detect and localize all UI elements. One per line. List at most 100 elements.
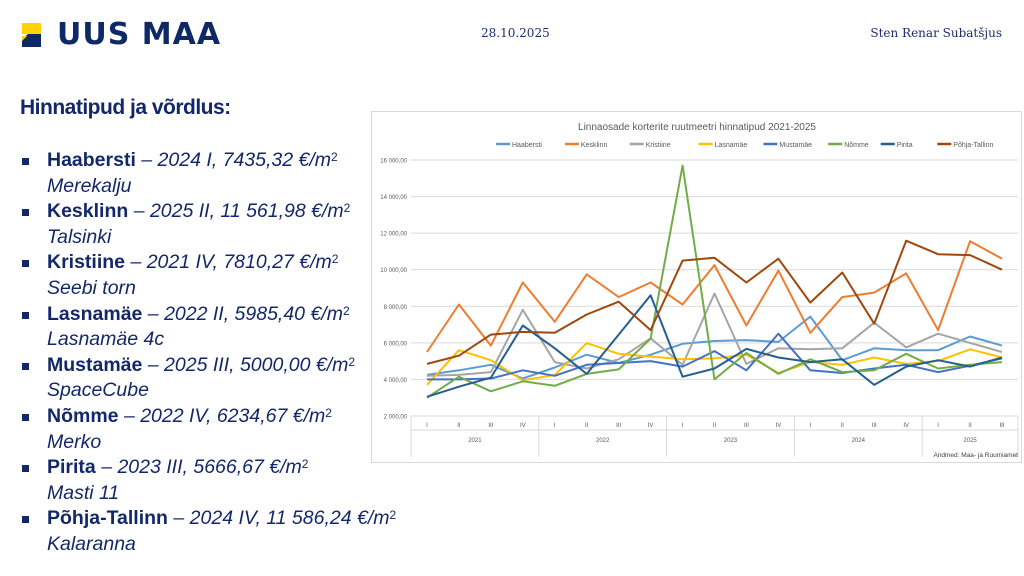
x-tick-label: III (744, 423, 749, 429)
unit-superscript: 2 (301, 457, 309, 472)
y-tick-label: 10 000,00 (380, 268, 407, 274)
unit-superscript: 2 (331, 252, 339, 267)
series-line-kristiine (426, 292, 1003, 377)
legend-label: Mustamäe (779, 142, 812, 149)
x-tick-label: I (937, 423, 939, 429)
peak-detail: – 2025 III, 5000,00 €/m (142, 353, 349, 376)
project-name: Seebi torn (47, 276, 136, 299)
x-tick-label: III (616, 423, 621, 429)
bullet-icon (22, 362, 29, 370)
x-tick-label: IV (520, 423, 526, 429)
x-tick-label: II (713, 423, 717, 429)
bullet-icon (22, 158, 29, 165)
unit-superscript: 2 (342, 303, 350, 318)
district-name: Kesklinn (47, 200, 129, 223)
x-tick-label: II (585, 423, 589, 429)
project-name: Lasnamäe 4c (47, 328, 165, 351)
list-item: Põhja-Tallinn – 2024 IV, 11 586,24 €/m2 K… (20, 506, 396, 557)
list-item: Haabersti – 2024 I, 7435,32 €/m2 Merekalj… (20, 148, 396, 199)
y-tick-label: 4 000,00 (384, 378, 408, 384)
peak-detail: – 2023 III, 5666,67 €/m (95, 456, 302, 479)
peak-detail: – 2022 IV, 6234,67 €/m (118, 404, 326, 427)
project-name: Talsinki (47, 225, 112, 248)
x-tick-label: II (457, 423, 461, 429)
y-tick-label: 6 000,00 (384, 341, 408, 347)
series-line-p-hja-tallinn (426, 239, 1003, 365)
list-item: Nõmme – 2022 IV, 6234,67 €/m2 Merko (20, 404, 396, 455)
chart-source: Andmed: Maa- ja Ruumiamet (933, 452, 1018, 459)
x-tick-label: III (1000, 423, 1005, 429)
district-name: Pirita (47, 456, 96, 479)
series-line-mustam-e (427, 332, 1003, 381)
project-name: Kalaranna (47, 532, 136, 555)
unit-superscript: 2 (331, 150, 338, 164)
y-tick-label: 12 000,00 (380, 232, 407, 238)
unit-superscript: 2 (343, 201, 351, 216)
x-tick-label: III (488, 423, 493, 429)
legend-label: Nõmme (844, 142, 869, 149)
x-tick-label: I (810, 423, 812, 429)
x-tick-label: II (968, 423, 972, 429)
chart-title: Linnaosade korterite ruutmeetri hinnatip… (578, 122, 816, 133)
x-tick-label: I (426, 423, 428, 429)
legend-label: Haabersti (512, 142, 542, 149)
peak-detail: – 2021 IV, 7810,27 €/m (125, 251, 332, 274)
bullet-icon (22, 413, 29, 421)
list-item: Kristiine – 2021 IV, 7810,27 €/m2 Seebi t… (20, 250, 396, 301)
year-label: 2025 (963, 438, 977, 444)
peak-detail: – 2024 I, 7435,32 €/m (135, 149, 332, 171)
y-tick-label: 8 000,00 (384, 305, 408, 311)
year-label: 2024 (852, 438, 866, 444)
line-chart: Linnaosade korterite ruutmeetri hinnatip… (371, 111, 1022, 463)
series-line-kesklinn (426, 240, 1003, 353)
logo-text: UUS MAA (57, 17, 222, 52)
unit-superscript: 2 (389, 508, 397, 523)
x-tick-label: I (682, 423, 684, 429)
district-name: Haabersti (47, 149, 136, 171)
slide-heading: Hinnatipud ja võrdlus: (20, 96, 231, 119)
legend-label: Põhja-Tallinn (953, 142, 993, 149)
x-tick-label: II (841, 423, 845, 429)
slide-author: Sten Renar Subatšjus (870, 26, 1002, 40)
list-item: Mustamäe – 2025 III, 5000,00 €/m2 SpaceCu… (20, 353, 396, 404)
x-tick-label: I (554, 423, 556, 429)
x-tick-label: IV (648, 423, 654, 429)
year-label: 2023 (724, 438, 738, 444)
district-name: Lasnamäe (47, 302, 143, 325)
bullet-icon (22, 260, 29, 268)
x-tick-label: III (872, 423, 877, 429)
list-item: Pirita – 2023 III, 5666,67 €/m2 Masti 11 (20, 455, 396, 506)
year-label: 2021 (468, 438, 482, 444)
legend-label: Kristiine (646, 142, 671, 149)
series-line-haabersti (426, 315, 1003, 380)
district-name: Mustamäe (47, 353, 143, 376)
series-line-n-mme (426, 164, 1003, 399)
project-name: SpaceCube (47, 379, 149, 402)
project-name: Merekalju (47, 174, 132, 197)
slide-date: 28.10.2025 (481, 26, 550, 40)
legend-label: Lasnamäe (715, 142, 748, 149)
project-name: Masti 11 (47, 481, 120, 504)
logo: UUS MAA (22, 20, 221, 50)
peak-detail: – 2022 II, 5985,40 €/m (142, 302, 343, 325)
bullet-icon (22, 465, 29, 473)
list-item: Kesklinn – 2025 II, 11 561,98 €/m2 Talsin… (20, 199, 396, 250)
x-tick-label: IV (903, 423, 909, 429)
legend-label: Pirita (897, 142, 913, 149)
bullet-icon (22, 311, 29, 319)
logo-mark-icon (22, 23, 41, 47)
unit-superscript: 2 (348, 354, 356, 369)
peak-detail: – 2024 IV, 11 586,24 €/m (167, 507, 390, 530)
list-item: Lasnamäe – 2022 II, 5985,40 €/m2 Lasnamäe… (20, 302, 396, 353)
year-label: 2022 (596, 438, 610, 444)
series-line-pirita (426, 294, 1003, 398)
district-name: Nõmme (47, 404, 119, 427)
chart-svg: Linnaosade korterite ruutmeetri hinnatip… (380, 122, 1019, 459)
y-tick-label: 2 000,00 (384, 415, 408, 421)
district-name: Kristiine (47, 251, 126, 274)
project-name: Merko (47, 430, 102, 453)
legend-label: Kesklinn (581, 142, 608, 149)
bullet-icon (22, 516, 29, 524)
peak-detail: – 2025 II, 11 561,98 €/m (128, 200, 344, 223)
price-peak-list: Haabersti – 2024 I, 7435,32 €/m2 Merekalj… (20, 148, 396, 558)
